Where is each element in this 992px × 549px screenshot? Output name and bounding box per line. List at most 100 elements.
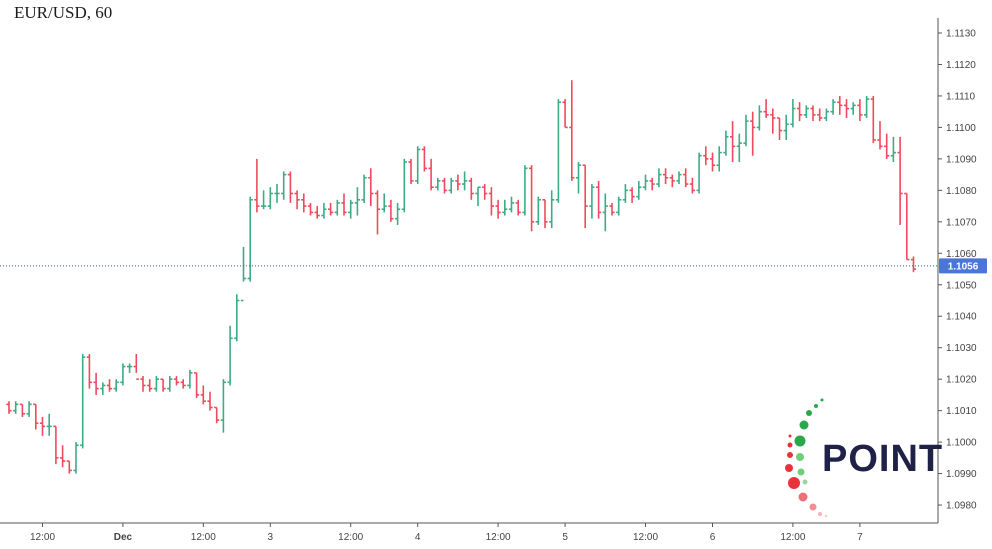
ohlc-bar	[73, 442, 79, 474]
y-tick-label: 1.1070	[946, 217, 977, 228]
ohlc-bar	[200, 385, 206, 405]
x-tick-label: 12:00	[338, 532, 363, 543]
ohlc-bar	[348, 199, 354, 219]
y-tick-label: 1.1110	[946, 91, 976, 102]
ohlc-bar	[790, 99, 796, 128]
x-tick-label: 7	[857, 532, 863, 543]
ohlc-bar	[234, 294, 240, 342]
ohlc-bar	[428, 158, 434, 191]
ohlc-bar	[80, 353, 86, 449]
ohlc-bar	[173, 376, 180, 386]
ohlc-bar	[408, 158, 414, 185]
ohlc-bar	[321, 202, 327, 219]
ohlc-bar	[26, 401, 32, 417]
ohlc-bar	[328, 202, 334, 216]
ohlc-bar	[140, 376, 146, 392]
ohlc-bar	[890, 136, 896, 163]
current-price-label: 1.1056	[948, 261, 979, 272]
ohlc-bar	[616, 196, 622, 216]
ohlc-bar	[160, 378, 166, 392]
ohlc-bar	[703, 146, 709, 166]
ohlc-bar	[689, 177, 695, 194]
ohlc-bar	[857, 99, 863, 122]
ohlc-bar	[696, 152, 702, 194]
ohlc-bar	[482, 184, 488, 200]
ohlc-bar	[515, 199, 521, 216]
ohlc-bar	[508, 196, 515, 213]
ohlc-bar	[810, 105, 816, 122]
ohlc-bar	[274, 184, 280, 203]
ohlc-bar	[361, 174, 367, 203]
x-tick-label: Dec	[114, 532, 133, 543]
ohlc-bar	[395, 202, 401, 225]
ohlc-bar	[669, 174, 675, 188]
ohlc-bar	[374, 190, 381, 235]
ohlc-bar	[830, 99, 836, 115]
ohlc-bar	[843, 99, 850, 118]
ohlc-bar	[227, 325, 233, 386]
ohlc-bar	[904, 192, 910, 261]
ohlc-bar	[683, 168, 689, 188]
ohlc-bar	[294, 190, 300, 210]
ohlc-bar	[207, 391, 213, 411]
y-tick-label: 1.1090	[946, 154, 977, 165]
ohlc-bar	[475, 186, 481, 207]
ohlc-bar	[240, 246, 247, 302]
ohlc-bar	[287, 171, 293, 203]
y-tick-label: 1.0980	[946, 501, 977, 512]
y-tick-label: 1.1120	[946, 60, 976, 71]
x-tick-label: 12:00	[486, 532, 511, 543]
ohlc-bar	[549, 190, 555, 229]
current-price-badge: 1.1056	[939, 258, 987, 274]
ohlc-bar	[441, 177, 448, 194]
x-tick-label: 6	[710, 532, 716, 543]
ohlc-bar	[649, 177, 655, 191]
ohlc-bar	[864, 95, 870, 118]
y-tick-label: 1.1010	[946, 406, 977, 417]
ohlc-bar	[401, 158, 407, 213]
ohlc-bar	[314, 206, 320, 219]
ohlc-bar	[448, 177, 454, 194]
y-tick-label: 1.1020	[946, 375, 977, 386]
ohlc-bar	[254, 158, 260, 213]
ohlc-bar	[194, 372, 200, 399]
ohlc-bar	[870, 95, 876, 144]
ohlc-bar	[341, 193, 347, 216]
ohlc-bar	[301, 193, 307, 213]
ohlc-bar	[106, 379, 113, 392]
ohlc-bar	[180, 379, 186, 389]
ohlc-bar	[750, 111, 756, 156]
ohlc-bar	[354, 187, 360, 216]
logo-dots	[785, 398, 828, 518]
ohlc-bar	[455, 174, 461, 191]
ohlc-bar	[127, 363, 133, 373]
ohlc-bar	[596, 180, 602, 219]
ohlc-bar	[877, 121, 883, 150]
ohlc-bar	[133, 353, 139, 380]
y-tick-label: 1.1100	[946, 123, 976, 134]
ohlc-bar	[783, 114, 789, 140]
ohlc-bar	[93, 372, 99, 395]
ohlc-bar	[897, 136, 903, 225]
ohlc-bar	[462, 171, 468, 191]
x-axis: 12:00 Dec 12:00 3 12:00 4 12:00 5 12:00 6 12:00 7	[30, 523, 863, 543]
ohlc-bar	[562, 99, 568, 129]
point-logo: POINT	[785, 398, 942, 518]
x-tick-label: 12:00	[780, 532, 805, 543]
ohlc-bar	[542, 198, 548, 229]
ohlc-bar	[120, 363, 126, 386]
x-tick-label: 4	[415, 532, 421, 543]
x-tick-label: 5	[562, 532, 568, 543]
y-tick-label: 1.1000	[946, 438, 977, 449]
ohlc-bar	[756, 105, 762, 131]
ohlc-bar	[388, 199, 394, 222]
y-axis: 1.0980 1.0990 1.1000 1.1010 1.1020 1.1030 1.10…	[938, 29, 977, 512]
ohlc-bar	[247, 196, 253, 282]
ohlc-bar	[582, 164, 588, 229]
ohlc-bar	[850, 102, 856, 115]
ohlc-bar	[736, 133, 742, 163]
ohlc-bar	[281, 171, 287, 200]
chart-title: EUR/USD, 60	[14, 3, 113, 22]
ohlc-bar	[716, 146, 722, 172]
